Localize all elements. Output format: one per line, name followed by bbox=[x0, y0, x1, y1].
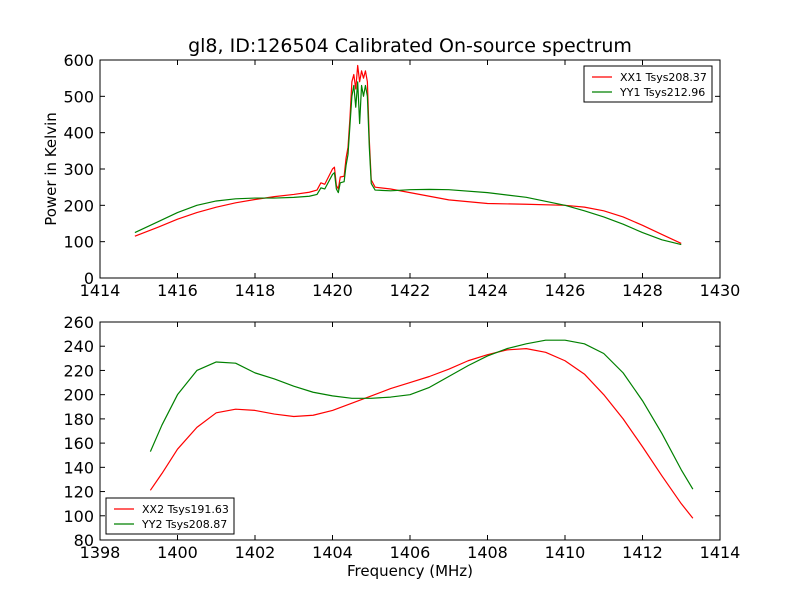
y-tick-label: 160 bbox=[63, 434, 94, 453]
y-tick-label: 140 bbox=[63, 458, 94, 477]
x-tick-label: 1402 bbox=[235, 543, 276, 562]
x-tick-label: 1412 bbox=[622, 543, 663, 562]
series-line-yy1 bbox=[134, 81, 682, 246]
legend-entry: YY1 Tsys212.96 bbox=[619, 86, 705, 99]
y-tick-label: 600 bbox=[63, 51, 94, 70]
y-tick-label: 400 bbox=[63, 124, 94, 143]
legend: XX2 Tsys191.63 YY2 Tsys208.87 bbox=[105, 497, 235, 535]
legend-box bbox=[583, 65, 713, 103]
x-tick-label: 1422 bbox=[390, 281, 431, 300]
legend-entry: YY2 Tsys208.87 bbox=[141, 518, 227, 531]
y-tick-label: 220 bbox=[63, 361, 94, 380]
series-line-xx1 bbox=[134, 64, 682, 245]
x-tick-label: 1416 bbox=[157, 281, 198, 300]
x-tick-label: 1400 bbox=[157, 543, 198, 562]
legend-entry: XX2 Tsys191.63 bbox=[142, 503, 229, 516]
x-tick-label: 1420 bbox=[312, 281, 353, 300]
x-tick-label: 1430 bbox=[700, 281, 741, 300]
y-tick-label: 240 bbox=[63, 337, 94, 356]
y-tick-label: 0 bbox=[84, 269, 94, 288]
x-tick-label: 1418 bbox=[235, 281, 276, 300]
legend: XX1 Tsys208.37 YY1 Tsys212.96 bbox=[583, 65, 713, 103]
chart-panel-2: 1398 1400 1402 1404 1406 1408 1410 1412 1414 80 10… bbox=[63, 313, 740, 580]
y-tick-label: 260 bbox=[63, 313, 94, 332]
y-tick-label: 100 bbox=[63, 507, 94, 526]
x-tick-label: 1424 bbox=[467, 281, 508, 300]
y-tick-label: 200 bbox=[63, 196, 94, 215]
x-tick-label: 1428 bbox=[622, 281, 663, 300]
x-tick-label: 1406 bbox=[390, 543, 431, 562]
x-tick-label: 1414 bbox=[80, 281, 121, 300]
y-tick-label: 100 bbox=[63, 233, 94, 252]
x-tick-label: 1408 bbox=[467, 543, 508, 562]
chart-panels: gl8, ID:126504 Calibrated On-source spec… bbox=[42, 35, 740, 580]
y-axis-label: Power in Kelvin bbox=[42, 112, 60, 226]
x-tick-label: 1426 bbox=[545, 281, 586, 300]
chart-title: gl8, ID:126504 Calibrated On-source spec… bbox=[188, 35, 632, 57]
y-tick-label: 80 bbox=[74, 531, 94, 550]
x-tick-label: 1398 bbox=[80, 543, 121, 562]
x-tick-label: 1414 bbox=[700, 543, 741, 562]
y-tick-label: 500 bbox=[63, 87, 94, 106]
y-tick-label: 120 bbox=[63, 483, 94, 502]
series-line-yy2 bbox=[149, 339, 694, 490]
legend-box bbox=[105, 497, 235, 535]
x-tick-label: 1404 bbox=[312, 543, 353, 562]
legend-entry: XX1 Tsys208.37 bbox=[620, 71, 707, 84]
series-line-xx2 bbox=[149, 348, 694, 519]
y-tick-label: 200 bbox=[63, 386, 94, 405]
x-axis-label: Frequency (MHz) bbox=[347, 562, 473, 580]
y-tick-label: 300 bbox=[63, 160, 94, 179]
y-tick-label: 180 bbox=[63, 410, 94, 429]
chart-panel-1: gl8, ID:126504 Calibrated On-source spec… bbox=[42, 35, 740, 300]
x-tick-label: 1410 bbox=[545, 543, 586, 562]
